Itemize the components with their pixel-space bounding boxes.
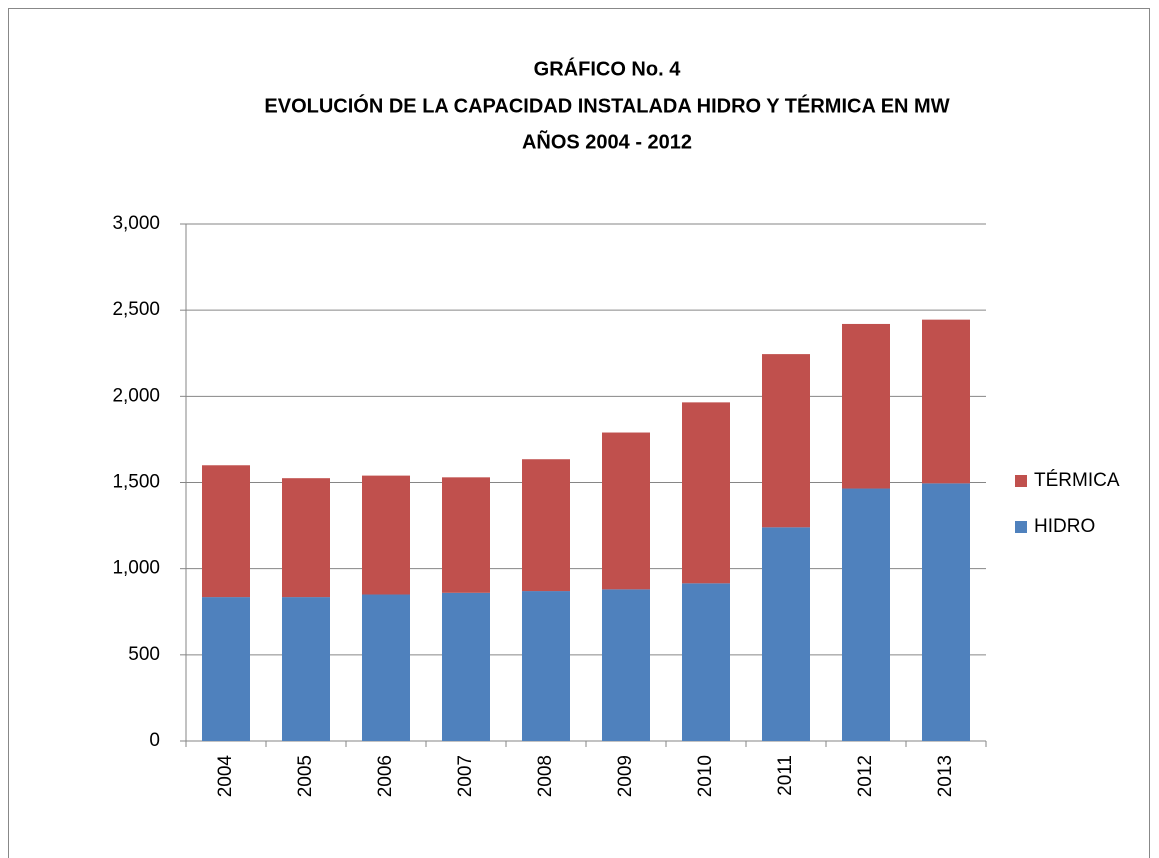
x-tick-label: 2008 bbox=[535, 755, 556, 797]
bar-segment bbox=[362, 475, 410, 595]
bar-segment bbox=[442, 477, 490, 593]
chart-title: GRÁFICO No. 4 bbox=[534, 57, 682, 80]
bar-segment bbox=[522, 591, 570, 741]
bar-segment bbox=[842, 323, 890, 489]
x-tick-label: 2006 bbox=[375, 755, 396, 797]
x-tick-label: 2004 bbox=[215, 755, 236, 798]
legend-label: HIDRO bbox=[1034, 516, 1095, 537]
bar-segment bbox=[442, 592, 490, 741]
x-tick-label: 2012 bbox=[855, 755, 876, 797]
chart-title: EVOLUCIÓN DE LA CAPACIDAD INSTALADA HIDR… bbox=[264, 93, 949, 117]
y-tick-label: 1,500 bbox=[112, 472, 160, 493]
chart-title: AÑOS 2004 - 2012 bbox=[522, 130, 692, 153]
legend-label: TÉRMICA bbox=[1034, 470, 1120, 491]
y-tick-label: 1,000 bbox=[112, 558, 160, 579]
bar-segment bbox=[602, 432, 650, 590]
bar-segment bbox=[922, 319, 970, 484]
y-tick-label: 500 bbox=[128, 644, 160, 665]
bar-segment bbox=[202, 465, 250, 598]
bar-segment bbox=[202, 597, 250, 741]
x-tick-label: 2010 bbox=[695, 755, 716, 797]
bar-segment bbox=[522, 459, 570, 592]
x-tick-label: 2011 bbox=[775, 755, 796, 796]
y-tick-label: 2,000 bbox=[112, 385, 160, 406]
bar-segment bbox=[602, 589, 650, 741]
legend-swatch bbox=[1015, 475, 1027, 487]
bar-segment bbox=[682, 583, 730, 741]
x-tick-label: 2007 bbox=[455, 755, 476, 797]
bar-segment bbox=[282, 478, 330, 598]
bar-segment bbox=[362, 594, 410, 741]
x-tick-label: 2009 bbox=[615, 755, 636, 797]
bar-segment bbox=[762, 354, 810, 528]
bar-segment bbox=[682, 402, 730, 584]
bar-segment bbox=[762, 527, 810, 741]
bar-segment bbox=[282, 597, 330, 741]
bar-segment bbox=[922, 483, 970, 741]
y-tick-label: 2,500 bbox=[112, 299, 160, 320]
x-tick-label: 2005 bbox=[295, 755, 316, 797]
y-tick-label: 0 bbox=[149, 730, 160, 751]
bar-segment bbox=[842, 488, 890, 741]
x-tick-label: 2013 bbox=[935, 755, 956, 797]
legend-swatch bbox=[1015, 521, 1027, 533]
y-tick-label: 3,000 bbox=[112, 213, 160, 234]
